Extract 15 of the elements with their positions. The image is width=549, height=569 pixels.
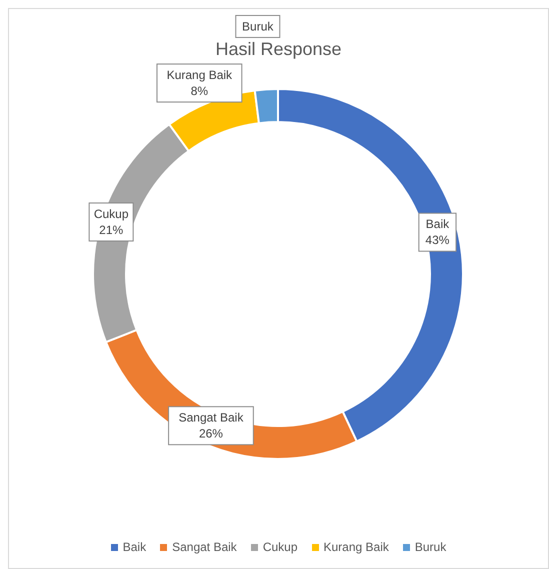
slice-label: Sangat Baik bbox=[178, 410, 244, 425]
legend-label: Sangat Baik bbox=[172, 540, 237, 554]
data-label: 43% bbox=[425, 233, 450, 248]
legend-label: Buruk bbox=[414, 540, 446, 554]
legend-label: Cukup bbox=[262, 540, 298, 554]
slice-label: Kurang Baik bbox=[166, 68, 234, 82]
category-label: Buruk bbox=[242, 19, 274, 34]
slice-label: Baik bbox=[426, 217, 450, 232]
data-label: 26% bbox=[198, 426, 224, 441]
data-label: 21% bbox=[99, 222, 124, 237]
slice-label: Cukup bbox=[94, 206, 129, 221]
legend-label: Baik bbox=[122, 540, 146, 554]
data-label: 8% bbox=[190, 84, 208, 98]
legend-label: Kurang Baik bbox=[324, 540, 389, 554]
chart-title: Hasil Response bbox=[214, 39, 343, 60]
